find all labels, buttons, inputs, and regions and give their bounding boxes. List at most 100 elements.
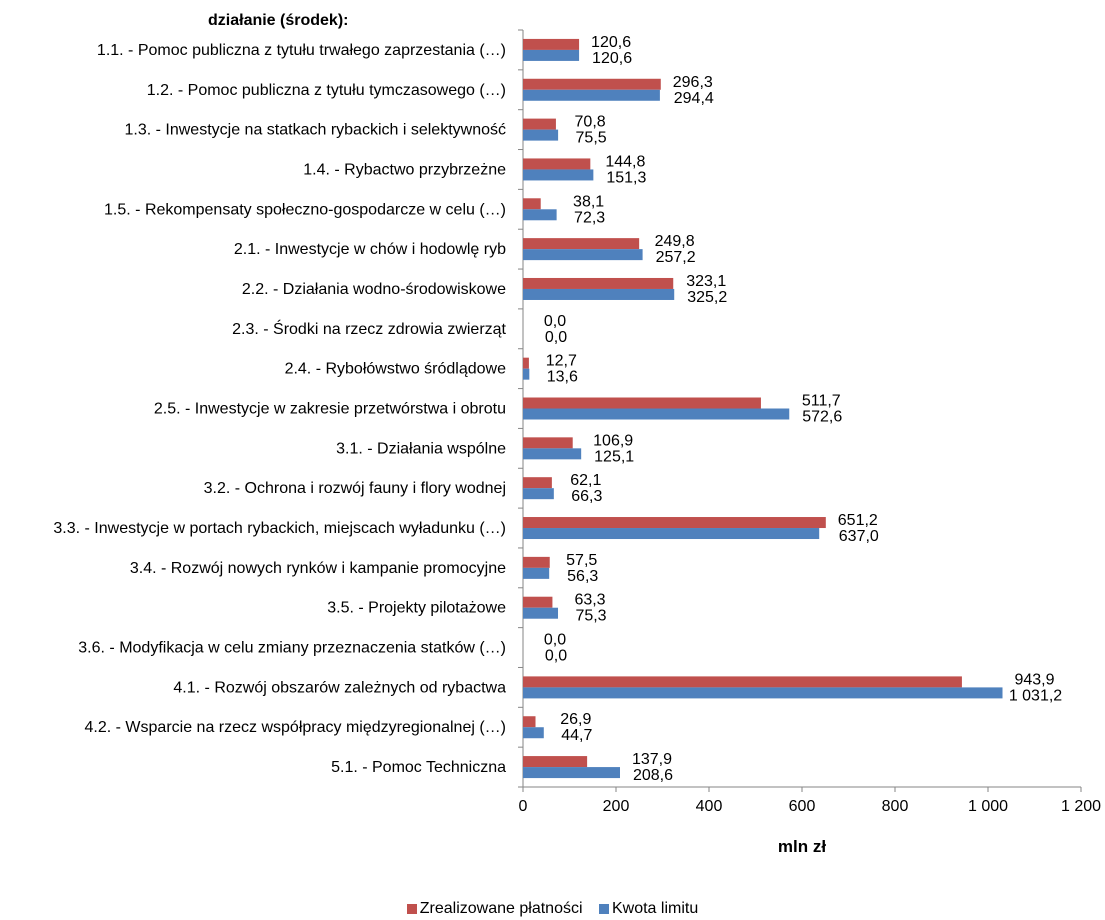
bar-kwota-limitu: [523, 288, 675, 300]
legend-label-limit: Kwota limitu: [611, 900, 699, 917]
value-label-kwota-limitu: 56,3: [567, 568, 598, 585]
bar-kwota-limitu: [523, 49, 580, 61]
category-label: 3.6. - Modyfikacja w celu zmiany przezna…: [78, 640, 506, 657]
value-label-kwota-limitu: 44,7: [561, 727, 592, 744]
category-label: 3.2. - Ochrona i rozwój fauny i flory wo…: [204, 480, 506, 497]
value-label-zrealizowane-platnosci: 38,1: [573, 193, 604, 210]
value-label-zrealizowane-platnosci: 137,9: [632, 751, 672, 768]
x-tick-label: 1 200: [1061, 798, 1101, 815]
value-label-kwota-limitu: 572,6: [802, 409, 842, 426]
bar-chart: działanie (środek): 0 200 400 600 800 1 000 1 …: [53, 12, 1101, 856]
bar-zrealizowane-platnosci: [523, 357, 529, 369]
bar-zrealizowane-platnosci: [523, 676, 962, 688]
bar-kwota-limitu: [523, 687, 1003, 699]
category-label: 1.5. - Rekompensaty społeczno-gospodarcz…: [104, 201, 506, 218]
value-label-kwota-limitu: 120,6: [592, 50, 632, 67]
plot-area: 0 200 400 600 800 1 000 1 200 1.1. - Pomoc publ…: [53, 29, 1101, 815]
value-label-zrealizowane-platnosci: 62,1: [570, 472, 601, 489]
bar-kwota-limitu: [523, 89, 660, 101]
category-label: 1.1. - Pomoc publiczna z tytułu trwałego…: [97, 42, 506, 59]
category-label: 4.2. - Wsparcie na rzecz współpracy międ…: [85, 719, 506, 736]
value-label-kwota-limitu: 13,6: [547, 369, 578, 386]
category-label: 1.2. - Pomoc publiczna z tytułu tymczaso…: [147, 82, 506, 99]
bar-zrealizowane-platnosci: [523, 596, 553, 608]
bar-kwota-limitu: [523, 408, 790, 420]
value-label-zrealizowane-platnosci: 120,6: [591, 34, 631, 51]
category-label: 1.3. - Inwestycje na statkach rybackich …: [125, 122, 507, 139]
bar-zrealizowane-platnosci: [523, 78, 661, 90]
value-label-kwota-limitu: 325,2: [687, 289, 727, 306]
category-label: 2.4. - Rybołówstwo śródlądowe: [285, 361, 507, 378]
value-label-zrealizowane-platnosci: 249,8: [655, 233, 695, 250]
x-tick-label: 600: [789, 798, 816, 815]
value-label-kwota-limitu: 637,0: [839, 528, 879, 545]
value-label-zrealizowane-platnosci: 651,2: [838, 512, 878, 529]
category-label: 5.1. - Pomoc Techniczna: [331, 759, 506, 776]
category-label: 2.5. - Inwestycje w zakresie przetwórstw…: [154, 401, 506, 418]
value-label-kwota-limitu: 1 031,2: [1009, 687, 1062, 704]
value-label-zrealizowane-platnosci: 144,8: [605, 153, 645, 170]
value-label-zrealizowane-platnosci: 57,5: [566, 552, 597, 569]
legend-swatch-limit: [598, 904, 609, 914]
value-label-kwota-limitu: 294,4: [674, 90, 714, 107]
bar-zrealizowane-platnosci: [523, 437, 573, 449]
value-label-zrealizowane-platnosci: 70,8: [575, 114, 606, 131]
x-axis-title: mln zł: [778, 837, 826, 856]
bar-kwota-limitu: [523, 727, 544, 739]
category-label: 2.1. - Inwestycje w chów i hodowlę ryb: [234, 241, 506, 258]
legend-item-limit: Kwota limitu: [598, 900, 699, 918]
x-tick-label: 200: [603, 798, 630, 815]
value-label-zrealizowane-platnosci: 12,7: [546, 353, 577, 370]
bar-kwota-limitu: [523, 528, 820, 540]
bar-kwota-limitu: [523, 209, 557, 221]
bar-zrealizowane-platnosci: [523, 716, 536, 728]
bar-zrealizowane-platnosci: [523, 198, 541, 210]
category-label: 4.1. - Rozwój obszarów zależnych od ryba…: [173, 679, 506, 696]
bar-zrealizowane-platnosci: [523, 477, 552, 489]
category-header: działanie (środek):: [208, 12, 348, 29]
category-label: 1.4. - Rybactwo przybrzeżne: [303, 161, 506, 178]
bar-zrealizowane-platnosci: [523, 397, 761, 409]
value-label-zrealizowane-platnosci: 943,9: [1014, 671, 1054, 688]
bar-kwota-limitu: [523, 368, 530, 380]
bar-kwota-limitu: [523, 448, 582, 460]
value-label-kwota-limitu: 0,0: [545, 648, 567, 665]
value-label-zrealizowane-platnosci: 296,3: [673, 74, 713, 91]
value-label-zrealizowane-platnosci: 0,0: [544, 313, 566, 330]
legend-label-payments: Zrealizowane płatności: [419, 900, 583, 917]
bar-zrealizowane-platnosci: [523, 158, 591, 170]
value-label-zrealizowane-platnosci: 0,0: [544, 632, 566, 649]
bar-kwota-limitu: [523, 129, 559, 141]
category-label: 3.4. - Rozwój nowych rynków i kampanie p…: [130, 560, 506, 577]
value-label-kwota-limitu: 72,3: [574, 209, 605, 226]
value-label-kwota-limitu: 208,6: [633, 767, 673, 784]
bar-zrealizowane-platnosci: [523, 238, 640, 250]
legend-item-payments: Zrealizowane płatności: [406, 900, 583, 918]
value-label-kwota-limitu: 75,5: [576, 130, 607, 147]
value-label-kwota-limitu: 125,1: [594, 448, 634, 465]
x-tick-label: 400: [696, 798, 723, 815]
bar-kwota-limitu: [523, 169, 594, 181]
value-label-zrealizowane-platnosci: 63,3: [574, 592, 605, 609]
legend: Zrealizowane płatności Kwota limitu: [0, 900, 1105, 919]
x-tick-label: 800: [882, 798, 909, 815]
category-label: 2.2. - Działania wodno-środowiskowe: [242, 281, 506, 298]
bar-zrealizowane-platnosci: [523, 277, 674, 289]
value-label-kwota-limitu: 0,0: [545, 329, 567, 346]
bar-zrealizowane-platnosci: [523, 38, 580, 50]
category-label: 3.1. - Działania wspólne: [336, 440, 506, 457]
value-label-zrealizowane-platnosci: 511,7: [802, 393, 841, 410]
category-label: 2.3. - Środki na rzecz zdrowia zwierząt: [232, 319, 506, 338]
value-label-kwota-limitu: 66,3: [571, 488, 602, 505]
bar-zrealizowane-platnosci: [523, 556, 550, 568]
category-label: 3.3. - Inwestycje w portach rybackich, m…: [53, 520, 506, 537]
bar-zrealizowane-platnosci: [523, 756, 588, 768]
bar-kwota-limitu: [523, 249, 643, 261]
value-label-zrealizowane-platnosci: 106,9: [593, 432, 633, 449]
legend-swatch-payments: [406, 904, 417, 914]
bar-zrealizowane-platnosci: [523, 118, 556, 130]
value-label-zrealizowane-platnosci: 323,1: [686, 273, 726, 290]
category-label: 3.5. - Projekty pilotażowe: [327, 600, 506, 617]
x-tick-label: 0: [519, 798, 528, 815]
value-label-zrealizowane-platnosci: 26,9: [560, 711, 591, 728]
